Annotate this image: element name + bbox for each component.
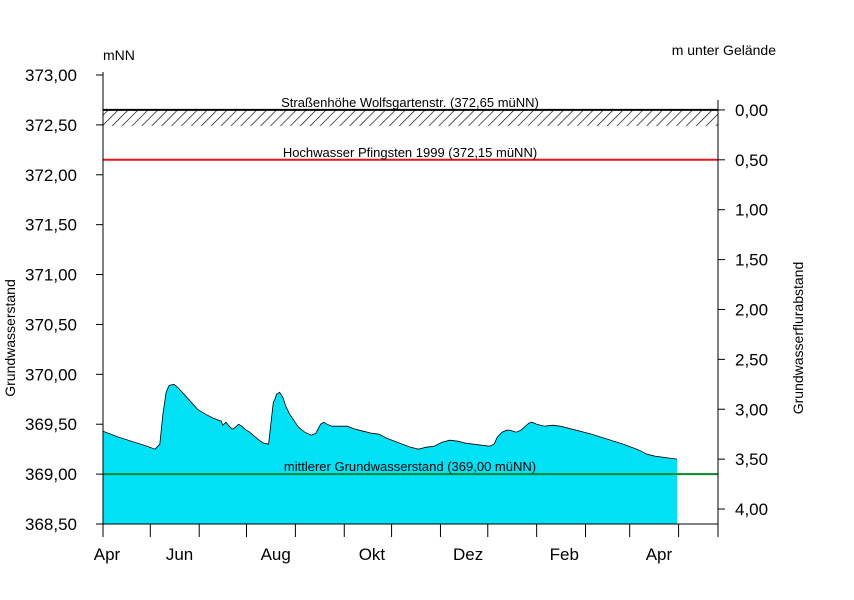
y-tick-left-label: 368,50 xyxy=(25,515,77,534)
y-tick-right-label: 2,00 xyxy=(735,300,768,319)
left-unit-label: mNN xyxy=(103,47,135,63)
reference-line-label-2: mittlerer Grundwasserstand (369,00 müNN) xyxy=(284,459,536,474)
groundwater-area-series-0 xyxy=(103,384,677,524)
x-tick-label: Jun xyxy=(166,545,193,564)
y-tick-right-label: 3,00 xyxy=(735,400,768,419)
y-axis-left-title: Grundwasserstand xyxy=(2,279,18,397)
y-tick-right-label: 0,00 xyxy=(735,101,768,120)
y-tick-left-label: 372,00 xyxy=(25,166,77,185)
groundwater-line-series-0 xyxy=(102,383,678,460)
reference-line-label-1: Hochwasser Pfingsten 1999 (372,15 müNN) xyxy=(283,145,537,160)
y-tick-right-label: 4,00 xyxy=(735,500,768,519)
x-tick-label: Apr xyxy=(94,545,121,564)
x-tick-label: Feb xyxy=(550,545,579,564)
y-tick-right-label: 1,00 xyxy=(735,201,768,220)
reference-line-label-0: Straßenhöhe Wolfsgartenstr. (372,65 müNN… xyxy=(281,95,539,110)
y-axis-right-title: Grundwasserflurabstand xyxy=(790,262,806,415)
y-tick-right-label: 0,50 xyxy=(735,151,768,170)
y-tick-right-label: 3,50 xyxy=(735,450,768,469)
y-tick-left-label: 370,50 xyxy=(25,315,77,334)
x-tick-label: Okt xyxy=(359,545,386,564)
x-tick-label: Apr xyxy=(646,545,673,564)
y-tick-left-label: 369,50 xyxy=(25,415,77,434)
y-tick-left-label: 371,00 xyxy=(25,266,77,285)
y-tick-left-label: 370,00 xyxy=(25,365,77,384)
y-tick-right-label: 1,50 xyxy=(735,251,768,270)
y-tick-left-label: 369,00 xyxy=(25,465,77,484)
y-tick-right-label: 2,50 xyxy=(735,350,768,369)
y-tick-left-label: 373,00 xyxy=(25,66,77,85)
y-tick-left-label: 371,50 xyxy=(25,216,77,235)
right-unit-label: m unter Gelände xyxy=(672,42,776,58)
street-level-hatch xyxy=(103,109,718,126)
y-tick-left-label: 372,50 xyxy=(25,116,77,135)
x-tick-label: Dez xyxy=(453,545,483,564)
x-tick-label: Aug xyxy=(261,545,291,564)
